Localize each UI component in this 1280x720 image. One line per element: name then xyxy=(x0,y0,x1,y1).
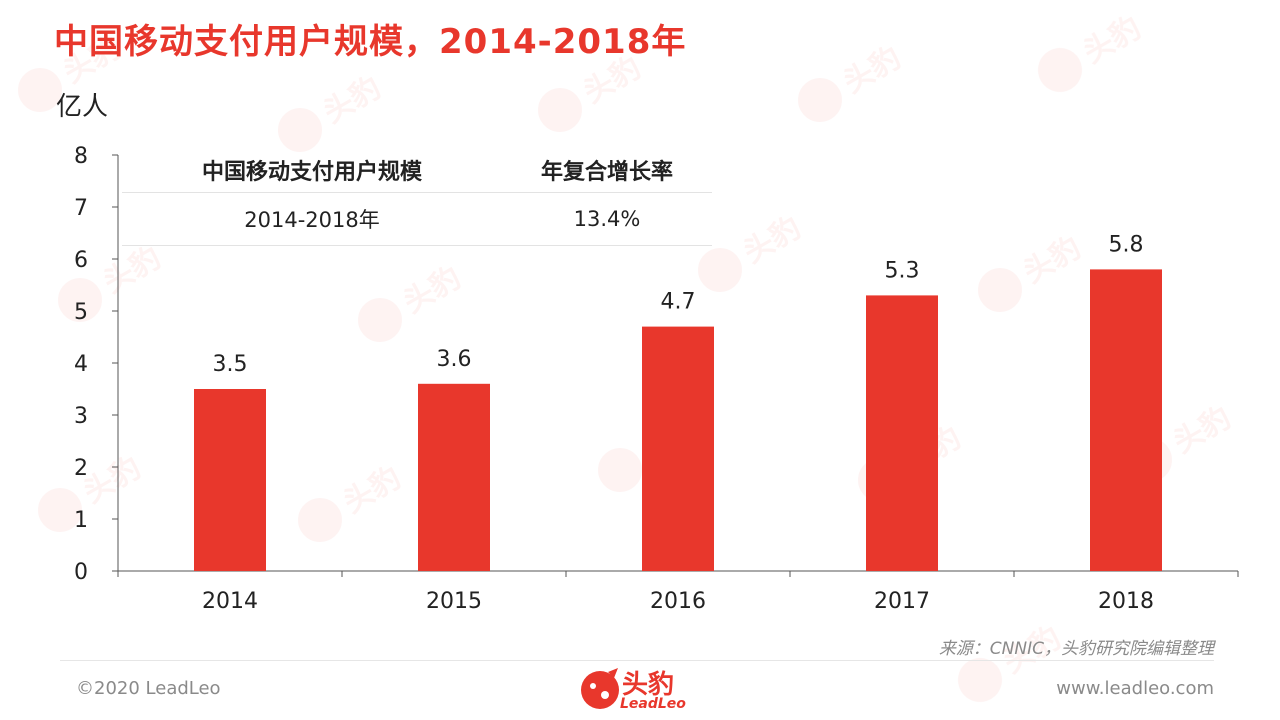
logo-subtext: LeadLeo xyxy=(620,696,686,712)
x-tick-label: 2015 xyxy=(426,589,482,614)
data-label: 5.3 xyxy=(885,258,920,283)
bar xyxy=(642,326,714,571)
leopard-icon xyxy=(581,668,619,709)
y-tick-label: 5 xyxy=(74,300,88,325)
bar xyxy=(1090,269,1162,571)
page-title: 中国移动支付用户规模，2014-2018年 xyxy=(54,22,687,62)
x-tick-label: 2018 xyxy=(1098,589,1154,614)
y-tick-label: 2 xyxy=(74,456,88,481)
bar xyxy=(418,383,490,571)
data-label: 5.8 xyxy=(1109,232,1144,257)
y-tick-label: 3 xyxy=(74,404,88,429)
y-tick-label: 0 xyxy=(74,560,88,585)
bar xyxy=(866,295,938,571)
cagr-header-metric: 中国移动支付用户规模 xyxy=(201,160,422,185)
y-tick-label: 6 xyxy=(74,248,88,273)
data-label: 3.6 xyxy=(437,347,472,372)
data-label: 3.5 xyxy=(213,352,248,377)
y-tick-label: 1 xyxy=(74,508,88,533)
y-tick-label: 8 xyxy=(74,144,88,169)
y-axis-unit-label: 亿人 xyxy=(56,92,109,122)
data-label: 4.7 xyxy=(661,290,696,315)
y-tick-label: 4 xyxy=(74,352,88,377)
cagr-summary-table: 中国移动支付用户规模 年复合增长率 2014-2018年 13.4% xyxy=(122,148,712,246)
website-link[interactable]: www.leadleo.com xyxy=(1056,678,1214,699)
x-tick-label: 2014 xyxy=(202,589,258,614)
cagr-value: 13.4% xyxy=(573,207,641,231)
x-tick-label: 2016 xyxy=(650,589,706,614)
table-divider xyxy=(122,245,712,246)
leadleo-logo: 头豹 LeadLeo xyxy=(578,662,708,718)
cagr-table-body-row: 2014-2018年 13.4% xyxy=(122,193,712,245)
footer-divider xyxy=(60,660,1214,661)
copyright-text: ©2020 LeadLeo xyxy=(76,678,221,699)
y-tick-label: 7 xyxy=(74,196,88,221)
source-note: 来源：CNNIC，头豹研究院编辑整理 xyxy=(938,639,1214,659)
cagr-period: 2014-2018年 xyxy=(244,208,380,232)
x-tick-label: 2017 xyxy=(874,589,930,614)
cagr-table-header-row: 中国移动支付用户规模 年复合增长率 xyxy=(122,148,712,192)
logo-text: 头豹 xyxy=(622,670,675,700)
bar xyxy=(194,389,266,571)
table-divider xyxy=(122,192,712,193)
cagr-header-rate: 年复合增长率 xyxy=(540,160,673,185)
